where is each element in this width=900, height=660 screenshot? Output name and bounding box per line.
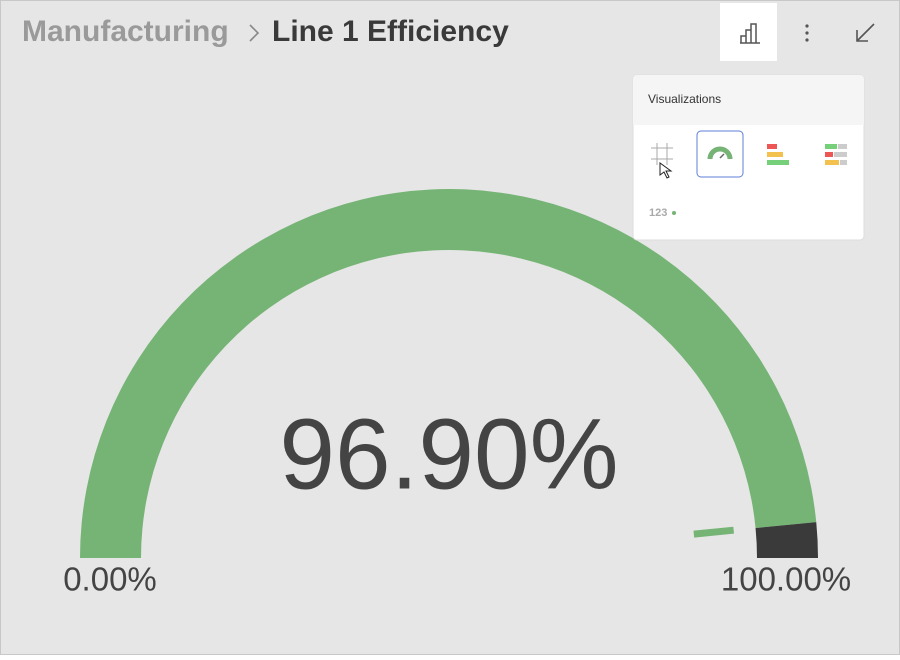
stacked-option[interactable] [825, 144, 847, 165]
visualization-button[interactable] [720, 3, 777, 61]
visualizations-menu: Visualizations 123 [632, 74, 865, 241]
grid-option[interactable] [651, 143, 673, 179]
gauge-option[interactable] [696, 130, 744, 178]
cursor [659, 162, 673, 179]
icon-bar [834, 152, 847, 157]
page-title: Line 1 Efficiency [272, 15, 509, 48]
breadcrumb[interactable]: Manufacturing [22, 15, 229, 48]
icon-bar [825, 160, 839, 165]
breadcrumb-separator [249, 24, 260, 42]
number-option[interactable]: 123 [649, 207, 676, 219]
icon-bar [767, 152, 783, 157]
number-icon-dot [672, 211, 676, 215]
dot [805, 24, 809, 28]
gauge-icon [707, 146, 733, 160]
icon-bar [838, 144, 847, 149]
gauge-tick-label: 100.00% [721, 561, 851, 598]
menu-title: Visualizations [648, 92, 721, 106]
more-button[interactable] [805, 24, 809, 42]
icon-bar [767, 160, 789, 165]
dot [805, 31, 809, 35]
gauge-value-label: 96.90% [279, 398, 618, 510]
gauge-tick-label: 0.00% [63, 561, 157, 598]
grid-icon [651, 143, 673, 165]
collapse-button[interactable] [856, 23, 875, 42]
gauge-value-arc [80, 189, 817, 558]
dot [805, 38, 809, 42]
icon-bar [767, 144, 777, 149]
gauge: 96.90% 0.00% 100.00% [63, 189, 851, 598]
button-bg [720, 3, 777, 61]
bar-option[interactable] [767, 144, 789, 165]
icon-bar [825, 152, 833, 157]
bar-icon [740, 23, 760, 44]
gauge-remainder-arc [755, 522, 818, 558]
gauge-marker [693, 526, 734, 538]
gauge-needle [719, 153, 725, 159]
icon-bar [825, 144, 837, 149]
icon-bar [840, 160, 847, 165]
selected-box [696, 130, 744, 178]
menu-header [633, 75, 864, 125]
number-icon: 123 [649, 207, 667, 219]
